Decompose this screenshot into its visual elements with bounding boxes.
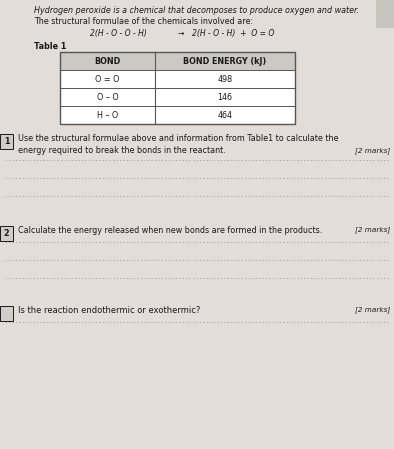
Bar	[376, 0, 394, 28]
Bar	[60, 52, 295, 70]
Text: Use the structural formulae above and information from Table1 to calculate the
e: Use the structural formulae above and in…	[18, 134, 338, 155]
Text: BOND: BOND	[95, 57, 121, 66]
Bar	[0, 226, 13, 241]
Text: 2(H - O - O - H): 2(H - O - O - H)	[90, 29, 147, 38]
Text: [2 marks]: [2 marks]	[355, 226, 390, 233]
Text: Table 1: Table 1	[34, 42, 66, 51]
Bar	[60, 52, 295, 124]
Text: →: →	[178, 29, 184, 38]
Text: BOND ENERGY (kJ): BOND ENERGY (kJ)	[183, 57, 267, 66]
Text: 2: 2	[4, 229, 9, 238]
Text: Is the reaction endothermic or exothermic?: Is the reaction endothermic or exothermi…	[18, 306, 201, 315]
Text: Calculate the energy released when new bonds are formed in the products.: Calculate the energy released when new b…	[18, 226, 322, 235]
Text: H – O: H – O	[97, 110, 118, 119]
Text: The structural formulae of the chemicals involved are:: The structural formulae of the chemicals…	[34, 17, 253, 26]
Text: [2 marks]: [2 marks]	[355, 306, 390, 313]
Text: 464: 464	[217, 110, 232, 119]
Text: O – O: O – O	[97, 92, 118, 101]
Text: 1: 1	[4, 137, 9, 146]
Text: [2 marks]: [2 marks]	[355, 147, 390, 154]
Text: O = O: O = O	[95, 75, 120, 84]
Text: 2(H - O - H)  +  O = O: 2(H - O - H) + O = O	[192, 29, 274, 38]
Bar	[0, 134, 13, 149]
Bar	[60, 52, 295, 124]
Text: Hydrogen peroxide is a chemical that decomposes to produce oxygen and water.: Hydrogen peroxide is a chemical that dec…	[34, 6, 359, 15]
Bar	[0, 306, 13, 321]
Text: 146: 146	[217, 92, 232, 101]
Text: 498: 498	[217, 75, 232, 84]
